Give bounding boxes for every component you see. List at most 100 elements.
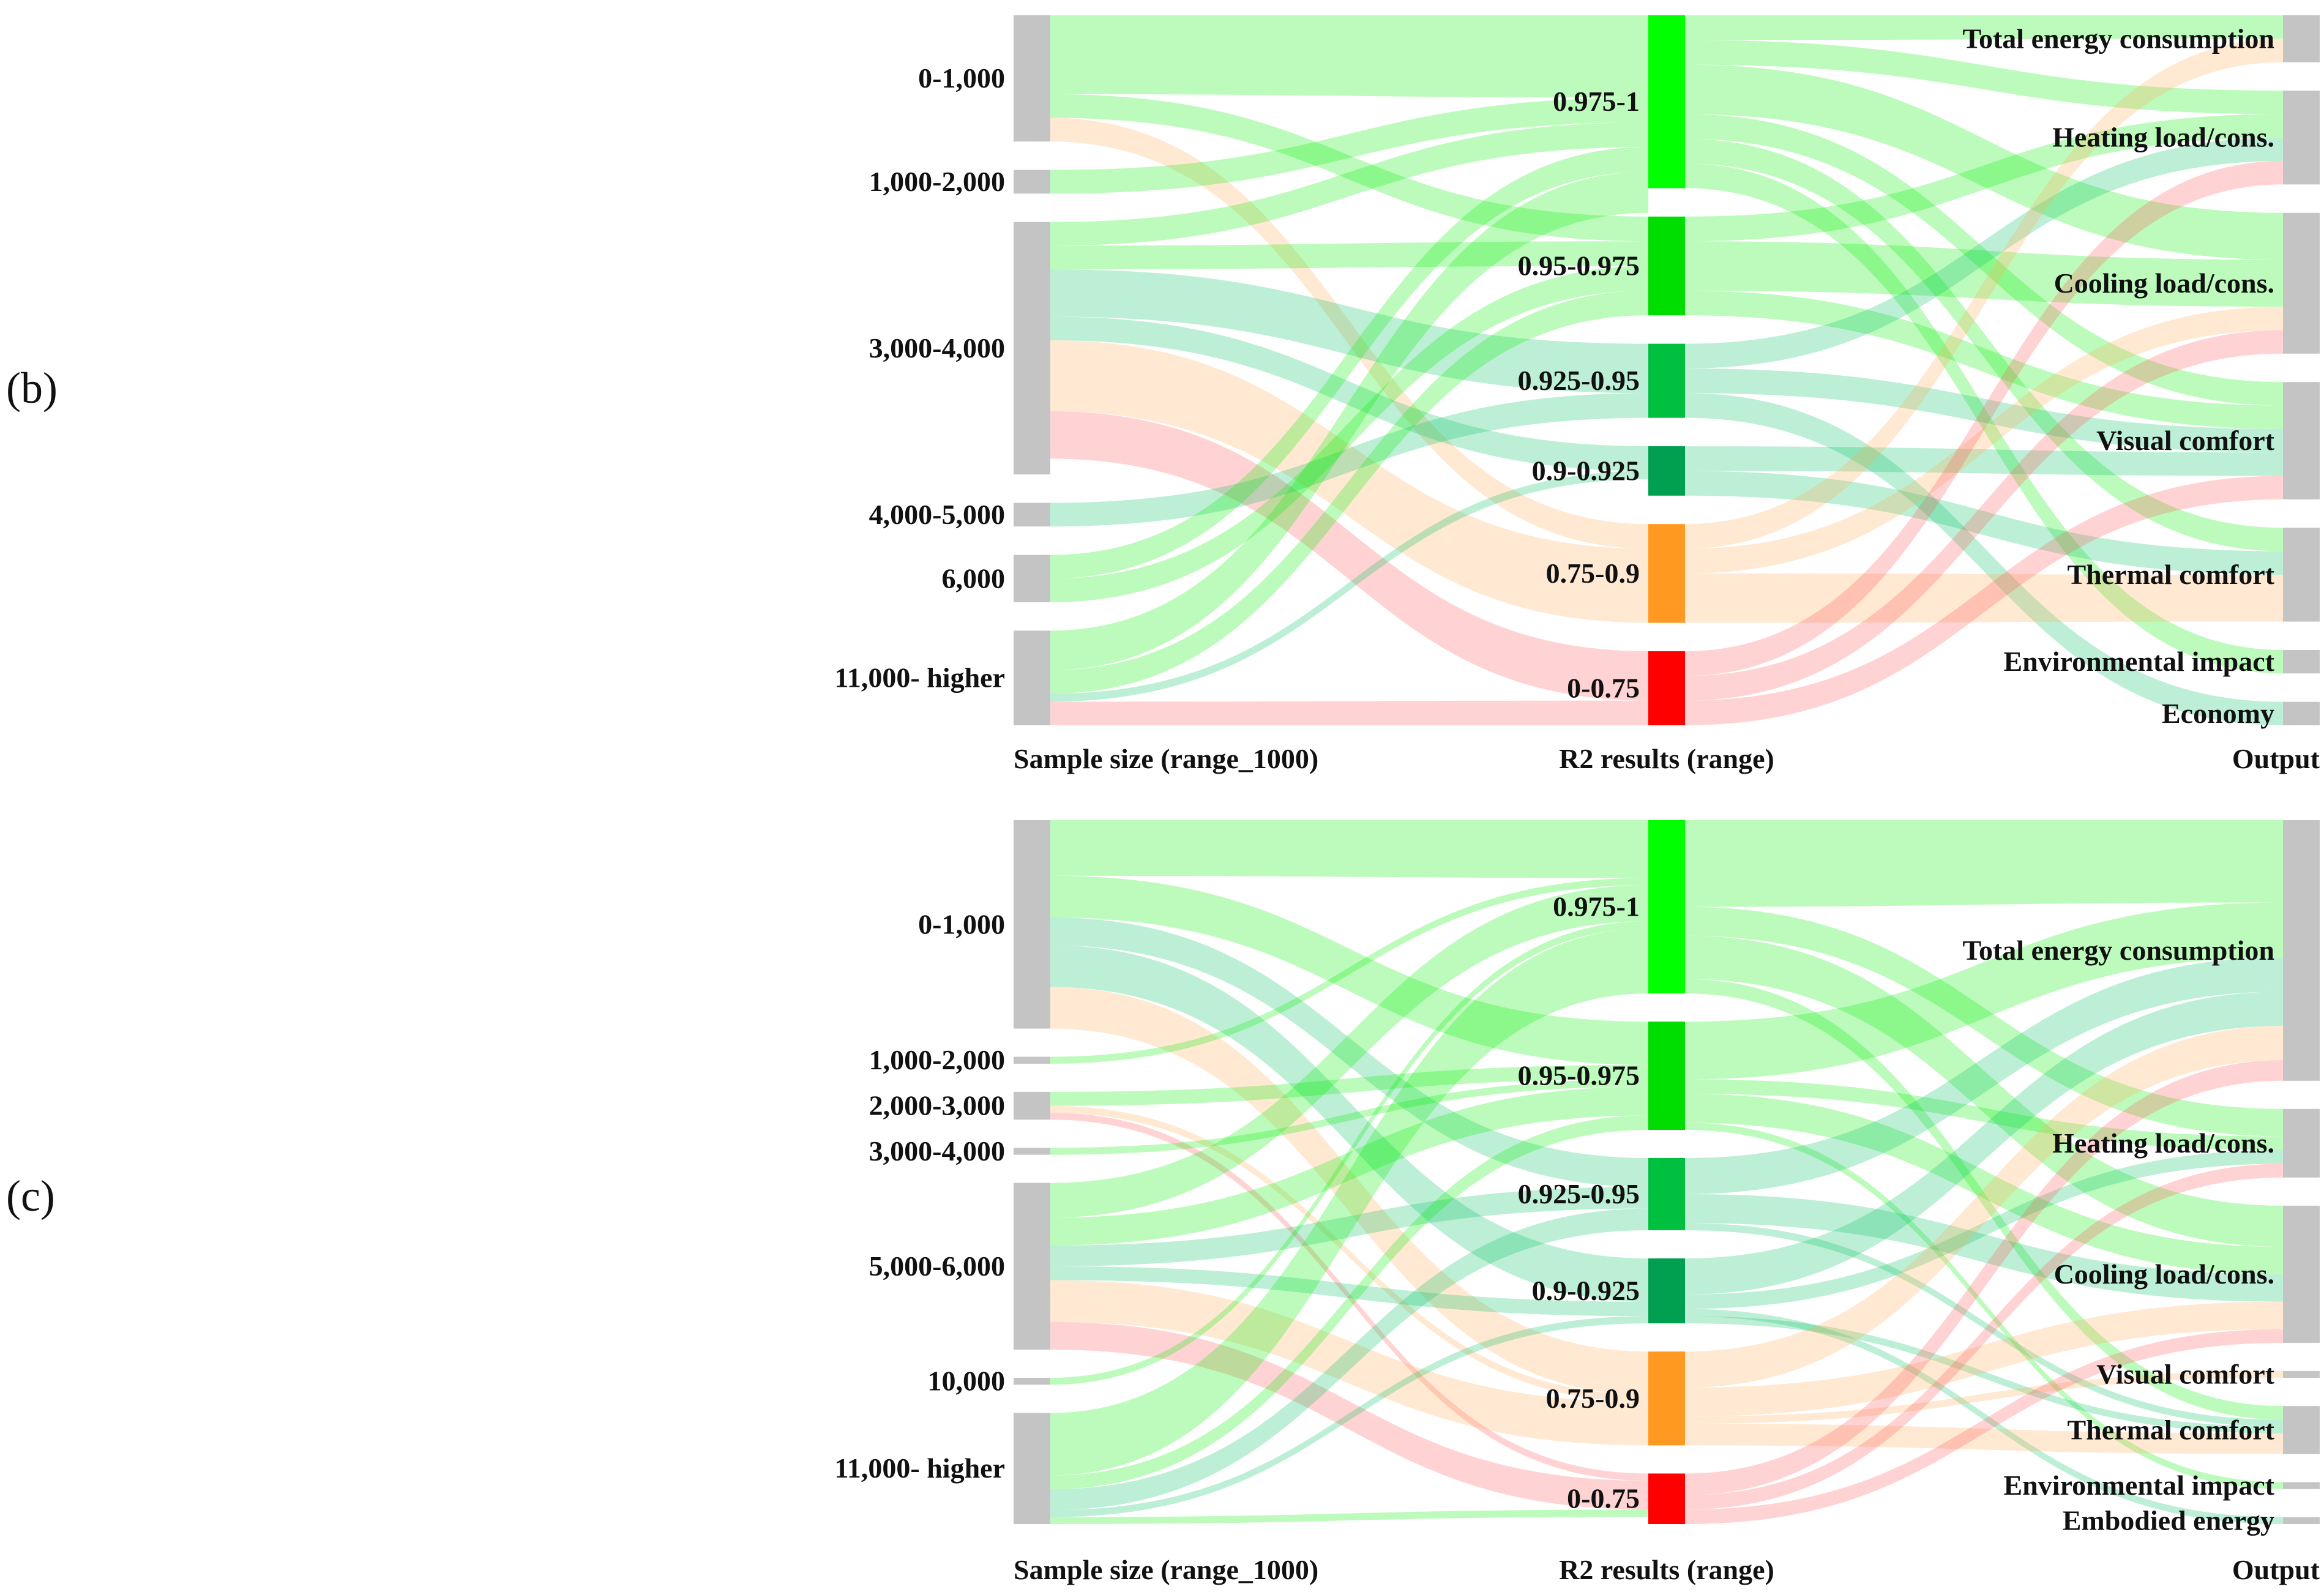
node-0-1-000	[1014, 15, 1050, 142]
link-6-000-to-0-975-1	[1050, 147, 1648, 579]
panel-label-b: (b)	[6, 364, 58, 413]
node-5-000-6-000	[1014, 1183, 1050, 1350]
link-11-000-higher-to-0-95-0-975	[1050, 290, 1648, 694]
link-0-1-000-to-0-75-0-9	[1050, 987, 1648, 1395]
link-11-000-higher-to-0-9-0-925	[1050, 471, 1648, 702]
node-6-000	[1014, 555, 1050, 602]
link-0-9-0-925-to-thermal-comfort	[1685, 1316, 2283, 1433]
link-0-75-0-9-to-total-energy-consumption	[1685, 1026, 2283, 1388]
node-label-2-000-3-000: 2,000-3,000	[869, 1090, 1005, 1121]
link-0-975-1-to-heating-load-cons	[1685, 40, 2283, 114]
link-0-975-1-to-cooling-load-cons	[1685, 64, 2283, 260]
axis-titles: Sample size (range_1000) R2 results (rang…	[1014, 743, 2320, 774]
link-0-975-1-to-environmental-impact	[1685, 163, 2283, 674]
node-label-cooling-load-cons: Cooling load/cons.	[2054, 1258, 2274, 1290]
node-0-75-0-9	[1648, 524, 1685, 623]
node-heating-load-cons	[2283, 91, 2320, 185]
node-0-925-0-95	[1648, 1158, 1685, 1230]
node-label-3-000-4-000: 3,000-4,000	[869, 332, 1005, 364]
node-0-0-75	[1648, 651, 1685, 725]
link-5-000-6-000-to-0-0-75	[1050, 1321, 1648, 1510]
link-6-000-to-0-95-0-975	[1050, 266, 1648, 602]
link-0-0-75-to-cooling-load-cons	[1685, 1329, 2283, 1524]
link-0-9-0-925-to-heating-load-cons	[1685, 1150, 2283, 1309]
link-2-000-3-000-to-0-95-0-975	[1050, 1064, 1648, 1106]
link-5-000-6-000-to-0-95-0-975	[1050, 1086, 1648, 1246]
node-label-thermal-comfort: Thermal comfort	[2068, 1414, 2275, 1445]
node-cooling-load-cons	[2283, 212, 2320, 354]
link-0-9-0-925-to-total-energy-consumption	[1685, 992, 2283, 1295]
nodes: 0-1,000 1,000-2,000 3,000-4,000 4,000-5,000…	[834, 15, 2320, 729]
link-0-975-1-to-total-energy-consumption	[1685, 15, 2283, 40]
axis-title-sample-size-range-1000: Sample size (range_1000)	[1014, 1554, 1318, 1585]
axis-title-output: Output	[2232, 1554, 2320, 1585]
node-0-1-000	[1014, 820, 1050, 1029]
link-3-000-4-000-to-0-0-75	[1050, 411, 1648, 701]
axis-title-r2-results-range: R2 results (range)	[1559, 743, 1774, 774]
link-11-000-higher-to-0-0-75	[1050, 1509, 1648, 1524]
node-label-total-energy-consumption: Total energy consumption	[1963, 23, 2274, 54]
node-label-11-000-higher: 11,000- higher	[834, 1452, 1005, 1484]
link-0-975-1-to-visual-comfort	[1685, 114, 2283, 406]
node-0-95-0-975	[1648, 216, 1685, 316]
link-0-75-0-9-to-thermal-comfort	[1685, 573, 2283, 623]
node-label-heating-load-cons: Heating load/cons.	[2052, 1127, 2274, 1159]
node-0-9-0-925	[1648, 1258, 1685, 1324]
panel-label-c: (c)	[6, 1172, 55, 1220]
link-0-0-75-to-cooling-load-cons	[1685, 330, 2283, 701]
node-label-0-1-000: 0-1,000	[918, 62, 1005, 94]
node-label-visual-comfort: Visual comfort	[2096, 1359, 2275, 1390]
node-label-0-95-0-975: 0.95-0.975	[1518, 250, 1640, 282]
node-label-0-0-75: 0-0.75	[1567, 672, 1640, 703]
node-0-975-1	[1648, 820, 1685, 994]
node-label-cooling-load-cons: Cooling load/cons.	[2054, 267, 2274, 299]
node-environmental-impact	[2283, 1482, 2320, 1489]
link-0-1-000-to-0-95-0-975	[1050, 875, 1648, 1065]
node-label-5-000-6-000: 5,000-6,000	[869, 1250, 1005, 1282]
node-label-environmental-impact: Environmental impact	[2003, 1470, 2274, 1501]
link-3-000-4-000-to-0-95-0-975	[1050, 241, 1648, 270]
link-4-000-5-000-to-0-925-0-95	[1050, 393, 1648, 527]
node-label-0-925-0-95: 0.925-0.95	[1518, 365, 1640, 396]
link-0-95-0-975-to-visual-comfort	[1685, 290, 2283, 429]
link-3-000-4-000-to-0-975-1	[1050, 122, 1648, 246]
node-label-0-975-1: 0.975-1	[1553, 891, 1640, 922]
link-0-1-000-to-0-95-0-975	[1050, 94, 1648, 242]
link-0-0-75-to-total-energy-consumption	[1685, 1060, 2283, 1495]
node-label-0-1-000: 0-1,000	[918, 908, 1005, 940]
node-label-0-75-0-9: 0.75-0.9	[1546, 1383, 1640, 1414]
link-5-000-6-000-to-0-975-1	[1050, 885, 1648, 1218]
node-label-11-000-higher: 11,000- higher	[834, 662, 1005, 693]
link-0-9-0-925-to-embodied-energy	[1685, 1309, 2283, 1524]
link-0-1-000-to-0-975-1	[1050, 15, 1648, 98]
node-label-0-75-0-9: 0.75-0.9	[1546, 558, 1640, 589]
link-0-925-0-95-to-heating-load-cons	[1685, 137, 2283, 368]
node-label-0-9-0-925: 0.9-0.925	[1532, 1275, 1640, 1306]
node-0-0-75	[1648, 1473, 1685, 1524]
link-0-925-0-95-to-thermal-comfort	[1685, 1223, 2283, 1427]
link-0-0-75-to-visual-comfort	[1685, 476, 2283, 725]
nodes: 0-1,000 1,000-2,000 2,000-3,000 3,000-4,000…	[834, 820, 2320, 1536]
link-0-9-0-925-to-visual-comfort	[1685, 446, 2283, 476]
node-11-000-higher	[1014, 1413, 1050, 1524]
node-1-000-2-000	[1014, 170, 1050, 194]
link-2-000-3-000-to-0-0-75	[1050, 1112, 1648, 1481]
link-0-975-1-to-total-energy-consumption	[1685, 820, 2283, 907]
link-0-975-1-to-cooling-load-cons	[1685, 935, 2283, 1247]
link-0-1-000-to-0-925-0-95	[1050, 917, 1648, 1187]
node-label-0-95-0-975: 0.95-0.975	[1518, 1060, 1640, 1091]
link-5-000-6-000-to-0-9-0-925	[1050, 1266, 1648, 1317]
link-0-1-000-to-0-975-1	[1050, 820, 1648, 878]
node-label-total-energy-consumption: Total energy consumption	[1963, 935, 2274, 966]
node-3-000-4-000	[1014, 222, 1050, 475]
link-1-000-2-000-to-0-975-1	[1050, 97, 1648, 194]
link-0-75-0-9-to-cooling-load-cons	[1685, 307, 2283, 574]
node-label-0-975-1: 0.975-1	[1553, 86, 1640, 117]
link-0-0-75-to-heating-load-cons	[1685, 161, 2283, 676]
node-0-925-0-95	[1648, 343, 1685, 418]
link-3-000-4-000-to-0-9-0-925	[1050, 316, 1648, 471]
link-3-000-4-000-to-0-925-0-95	[1050, 269, 1648, 394]
link-0-925-0-95-to-cooling-load-cons	[1685, 1194, 2283, 1302]
link-0-95-0-975-to-cooling-load-cons	[1685, 1094, 2283, 1274]
link-0-975-1-to-thermal-comfort	[1685, 138, 2283, 551]
